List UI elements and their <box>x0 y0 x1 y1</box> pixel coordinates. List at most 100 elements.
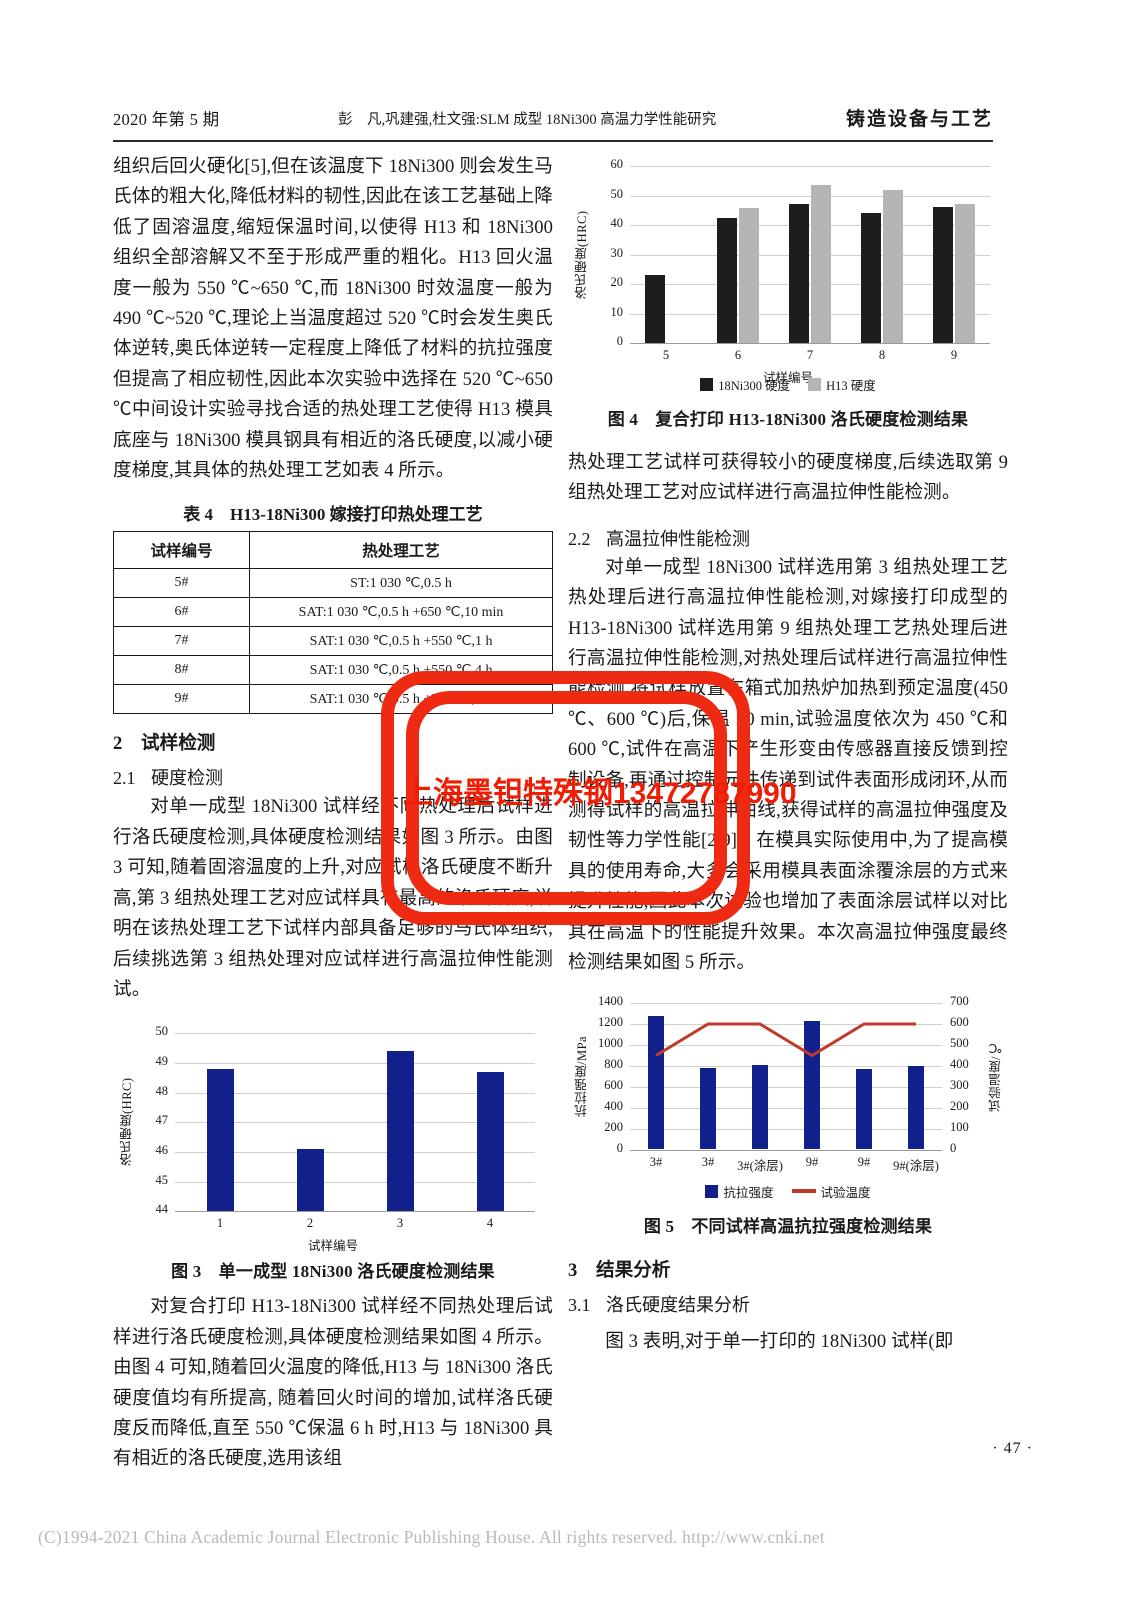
table-header-cell: 试样编号 <box>112 531 251 570</box>
gridline <box>630 1044 942 1046</box>
bar <box>386 1051 414 1212</box>
y-axis-tick-label: 48 <box>155 1083 169 1098</box>
copyright-notice: (C)1994-2021 China Academic Journal Elec… <box>38 1527 825 1547</box>
y2-axis-tick-label: 500 <box>950 1035 969 1050</box>
bar <box>700 1068 716 1150</box>
y-axis-tick-label: 400 <box>604 1098 623 1113</box>
bar <box>955 204 976 343</box>
legend-label: 18Ni300 硬度 <box>718 379 791 393</box>
gridline <box>630 284 990 285</box>
x-axis-tick-label: 5 <box>662 348 670 362</box>
bar <box>644 274 665 343</box>
gridline <box>630 1002 942 1004</box>
y-axis-tick-label: 20 <box>610 275 624 289</box>
header-running-title: 彭 凡,巩建强,杜文强:SLM 成型 18Ni300 高温力学性能研究 <box>338 112 717 128</box>
x-axis-tick-label: 3# <box>701 1154 715 1169</box>
table-cell-sample: 7# <box>112 626 251 657</box>
legend-label: H13 硬度 <box>826 379 876 393</box>
legend-swatch <box>705 1184 719 1198</box>
x-axis-tick-label: 6 <box>734 348 742 362</box>
y2-axis-tick-label: 200 <box>950 1098 969 1113</box>
table-row: 6# SAT:1 030 ℃,0.5 h +650 ℃,10 min <box>112 597 553 628</box>
y-axis-tick-label: 49 <box>155 1053 169 1068</box>
section-31-heading: 3.1 洛氏硬度结果分析 <box>568 1291 1008 1317</box>
left-column: 组织后回火硬化[5],但在该温度下 18Ni300 则会发生马氏体的粗大化,降低… <box>112 152 553 1475</box>
figure-3-chart: 44 45 46 47 48 49 50 洛氏硬度(HRC) 1 2 3 4 试样编号 <box>113 1019 553 1253</box>
table-cell-sample: 8# <box>112 655 251 686</box>
y-axis-tick-label: 47 <box>155 1113 169 1128</box>
section-3-heading: 3 结果分析 <box>568 1255 1008 1282</box>
legend-swatch <box>700 378 714 391</box>
x-axis-tick-label: 3 <box>396 1216 404 1231</box>
gridline <box>175 1092 535 1094</box>
figure-4-caption: 图 4 复合打印 H13-18Ni300 洛氏硬度检测结果 <box>607 410 969 429</box>
bar <box>739 207 760 343</box>
x-axis-tick-label: 9# <box>857 1154 871 1169</box>
chart-legend: 抗拉强度 试验温度 <box>568 1182 1008 1201</box>
gridline <box>175 1151 535 1153</box>
y-axis-label: 洛氏硬度(HRC) <box>575 210 589 299</box>
table-row: 5# ST:1 030 ℃,0.5 h <box>112 568 553 599</box>
table-row: 8# SAT:1 030 ℃,0.5 h +550 ℃,4 h <box>112 655 553 686</box>
table-row: 7# SAT:1 030 ℃,0.5 h +550 ℃,1 h <box>112 626 553 657</box>
y-axis-tick-label: 44 <box>155 1202 169 1217</box>
y-axis-tick-label: 50 <box>610 186 624 201</box>
legend-label: 抗拉强度 <box>723 1185 774 1200</box>
bar <box>752 1064 768 1150</box>
section-31-title: 洛氏硬度结果分析 <box>606 1294 750 1315</box>
page-number: · 47 · <box>992 1440 1033 1457</box>
y-axis-tick-label: 30 <box>610 245 624 260</box>
x-axis-tick-label: 3#(涂层) <box>737 1158 783 1173</box>
table-heat-treatment: 试样编号 热处理工艺 5# ST:1 030 ℃,0.5 h 6# SAT:1 … <box>112 531 553 715</box>
bar <box>206 1068 234 1212</box>
table-header-row: 试样编号 热处理工艺 <box>112 531 553 570</box>
bar <box>932 206 953 343</box>
gridline <box>630 1107 942 1109</box>
header-issue: 2020 年第 5 期 <box>113 110 220 129</box>
y-axis-tick-label: 200 <box>604 1119 623 1134</box>
y-axis-label: 洛氏硬度(HRC) <box>120 1078 134 1167</box>
gridline <box>175 1033 535 1035</box>
gridline <box>175 1181 535 1183</box>
y-axis-tick-label: 1000 <box>598 1035 623 1050</box>
right-column: 0 10 20 30 40 50 60 洛氏硬度(HRC) 5 6 7 8 9 试样编号 18Ni300 硬… <box>568 152 1008 1357</box>
x-axis-tick-label: 8 <box>878 348 886 362</box>
table-cell-process: SAT:1 030 ℃,0.5 h +550 ℃,1 h <box>249 626 553 657</box>
y-axis-tick-label: 1400 <box>598 993 623 1008</box>
table-cell-process: ST:1 030 ℃,0.5 h <box>249 568 553 599</box>
y2-axis-tick-label: 600 <box>950 1014 969 1029</box>
table-cell-sample: 5# <box>112 568 251 599</box>
gridline <box>175 1062 535 1064</box>
x-axis-line <box>630 343 990 344</box>
table-cell-sample: 9# <box>112 684 251 715</box>
table-row: 9# SAT:1 030 ℃,0.5 h +550 ℃,6 h <box>112 684 553 715</box>
right-paragraph-3: 图 3 表明,对于单一打印的 18Ni300 试样(即 <box>605 1330 954 1352</box>
left-paragraph-1: 组织后回火硬化[5],但在该温度下 18Ni300 则会发生马氏体的粗大化,降低… <box>113 156 553 482</box>
x-axis-tick-label: 7 <box>806 348 814 362</box>
gridline <box>630 195 990 197</box>
table-cell-process: SAT:1 030 ℃,0.5 h +550 ℃,6 h <box>249 684 553 715</box>
figure-5-caption: 图 5 不同试样高温抗拉强度检测结果 <box>643 1216 933 1236</box>
left-paragraph-2: 对单一成型 18Ni300 试样经不同热处理后试样进行洛氏硬度检测,具体硬度检测… <box>113 796 553 1000</box>
x-axis-tick-label: 9# <box>805 1154 819 1169</box>
y2-axis-tick-label: 300 <box>950 1077 969 1092</box>
legend-item: H13 硬度 <box>808 375 876 394</box>
y-axis-tick-label: 1200 <box>598 1014 623 1029</box>
table-header-cell: 热处理工艺 <box>249 531 553 570</box>
page-header: 2020 年第 5 期 彭 凡,巩建强,杜文强:SLM 成型 18Ni300 高… <box>113 106 993 140</box>
bar <box>648 1016 664 1150</box>
section-21-title: 硬度检测 <box>151 768 223 789</box>
gridline <box>630 1128 942 1130</box>
section-2-number: 2 <box>113 733 123 755</box>
figure-4: 0 10 20 30 40 50 60 洛氏硬度(HRC) 5 6 7 8 9 试样编号 18Ni300 硬… <box>568 152 1008 430</box>
x-axis-label: 试样编号 <box>307 1239 358 1254</box>
x-axis-line <box>175 1211 535 1213</box>
bar <box>860 212 881 343</box>
table-cell-process: SAT:1 030 ℃,0.5 h +650 ℃,10 min <box>249 597 553 628</box>
figure-3: 44 45 46 47 48 49 50 洛氏硬度(HRC) 1 2 3 4 试样编号 图 3 单一成型… <box>113 1019 553 1282</box>
bar <box>716 217 737 343</box>
bar <box>476 1071 504 1212</box>
bar <box>811 185 832 343</box>
y-axis-tick-label: 45 <box>155 1172 169 1187</box>
